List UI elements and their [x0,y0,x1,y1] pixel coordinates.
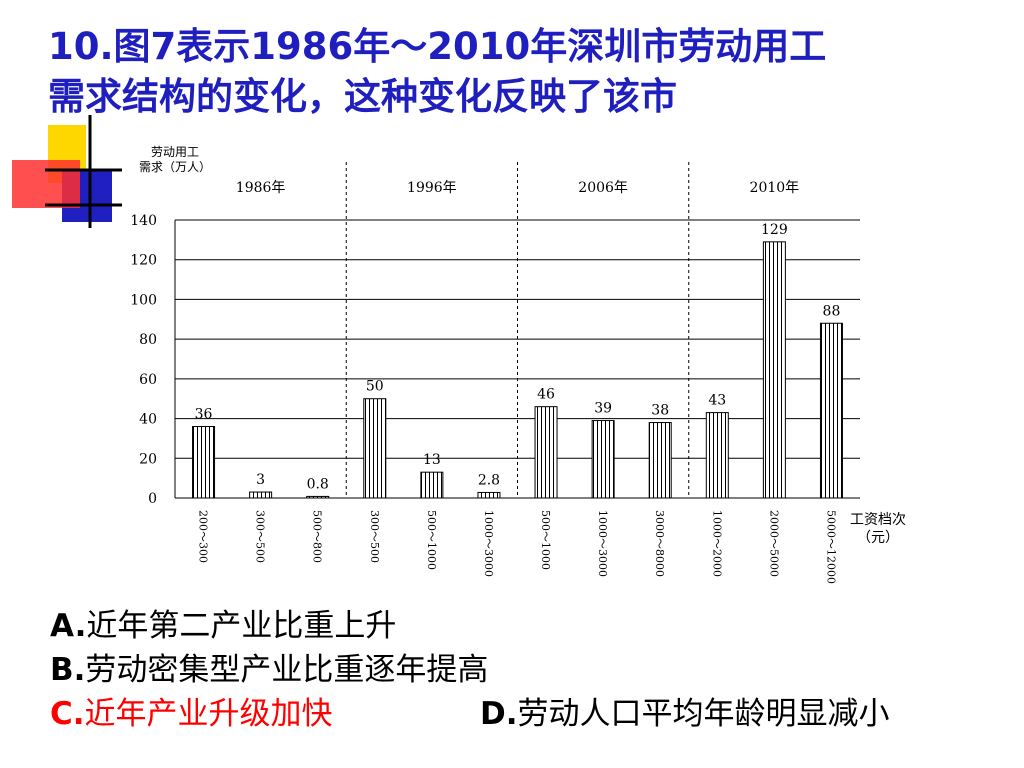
y-tick-label-40: 40 [139,412,157,428]
x-tick-label-2-0: 500～1000 [539,510,552,570]
x-tick-label-3-1: 2000～5000 [767,510,780,577]
bar-2-1 [591,420,615,499]
x-axis-label-line-1: 工资档次 [850,512,906,528]
option-a-text: 近年第二产业比重上升 [86,608,397,644]
bar-value-label-3-1: 129 [761,222,788,238]
option-d[interactable]: D.劳动人口平均年龄明显减小 [480,692,890,736]
x-tick-label-3-0: 1000～2000 [710,510,723,577]
bar-value-label-2-2: 38 [651,403,669,419]
deco-red-square [12,160,80,208]
x-tick-label-1-1: 500～1000 [425,510,438,570]
y-tick-label-80: 80 [139,332,157,348]
y-tick-label-0: 0 [148,491,157,507]
option-d-text: 劳动人口平均年龄明显减小 [517,696,890,732]
bar-0-1 [249,491,273,499]
x-tick-label-2-1: 1000～3000 [596,510,609,577]
bar-value-label-0-0: 36 [195,407,213,423]
y-axis-label-line-2: 需求（万人） [139,160,211,174]
bar-2-2 [648,422,672,499]
year-label-0: 1986年 [236,180,286,196]
bar-value-label-3-2: 88 [823,303,841,319]
bar-value-label-3-0: 43 [708,393,726,409]
option-b-letter: B. [50,652,86,688]
bar-value-label-0-2: 0.8 [307,476,329,492]
option-d-letter: D. [480,696,518,732]
bar-1-2 [477,491,501,499]
y-tick-label-60: 60 [139,372,157,388]
y-tick-label-140: 140 [130,213,157,229]
question-line-2: 需求结构的变化，这种变化反映了该市 [48,75,677,118]
bar-1-0 [363,398,387,499]
bar-value-label-1-1: 13 [423,452,441,468]
option-b[interactable]: B.劳动密集型产业比重逐年提高 [50,648,1010,692]
y-axis-label-line-1: 劳动用工 [151,145,199,159]
bar-value-label-0-1: 3 [256,472,265,488]
y-tick-label-100: 100 [130,292,157,308]
x-tick-label-1-2: 1000～3000 [482,510,495,577]
bar-2-0 [534,406,558,499]
bar-value-label-2-0: 46 [537,387,555,403]
answer-options: A.近年第二产业比重上升 B.劳动密集型产业比重逐年提高 C.近年产业升级加快 … [50,604,1010,736]
y-tick-label-120: 120 [130,253,157,269]
option-c-letter: C. [50,696,85,732]
option-b-text: 劳动密集型产业比重逐年提高 [85,652,489,688]
option-c[interactable]: C.近年产业升级加快 [50,692,1010,736]
bar-0-0 [192,426,216,499]
x-tick-label-0-1: 300～500 [254,510,267,563]
x-tick-label-0-0: 200～300 [197,510,210,563]
option-a[interactable]: A.近年第二产业比重上升 [50,604,1010,648]
year-label-1: 1996年 [407,180,457,196]
bar-3-1 [762,241,786,499]
option-a-letter: A. [50,608,87,644]
bar-value-label-1-0: 50 [366,379,384,395]
bar-0-2 [306,495,330,499]
corner-decoration [12,115,122,228]
bar-1-1 [420,471,444,499]
x-axis-label-line-2: （元） [857,530,899,546]
y-tick-label-20: 20 [139,451,157,467]
x-tick-label-2-2: 3000～8000 [653,510,666,577]
bar-value-label-1-2: 2.8 [478,472,500,488]
x-tick-label-3-2: 5000～12000 [824,510,837,584]
option-c-text: 近年产业升级加快 [84,696,333,732]
x-tick-label-1-0: 300～500 [368,510,381,563]
year-label-2: 2006年 [578,180,628,196]
question-title: 10.图7表示1986年～2010年深圳市劳动用工 需求结构的变化，这种变化反映… [48,22,1008,122]
year-label-3: 2010年 [750,180,800,196]
bar-3-0 [705,412,729,499]
bar-3-2 [819,322,843,499]
bar-value-label-2-1: 39 [594,401,612,417]
x-tick-label-0-2: 500～800 [311,510,324,563]
question-line-1: 10.图7表示1986年～2010年深圳市劳动用工 [48,25,827,68]
